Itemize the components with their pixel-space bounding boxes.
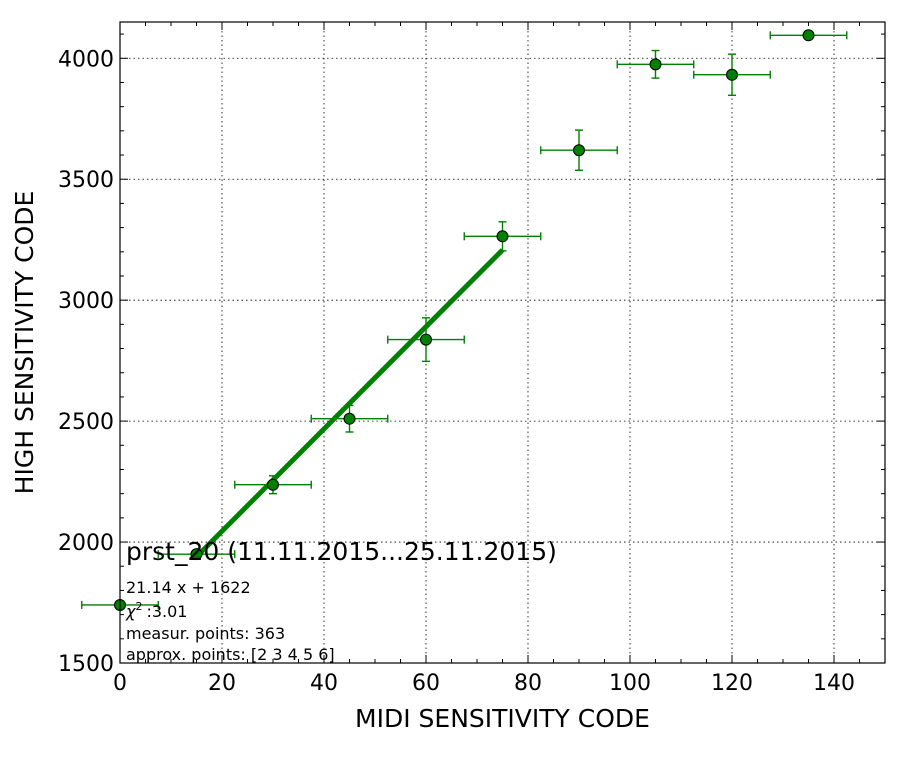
data-point xyxy=(157,548,236,561)
grid-layer xyxy=(119,22,885,664)
x-tick-label: 80 xyxy=(514,671,542,696)
data-point xyxy=(769,29,848,42)
point-marker xyxy=(573,144,585,157)
data-point xyxy=(310,404,389,433)
chi-exponent: 2 xyxy=(135,600,142,613)
annotation-title: prst_20 (11.11.2015...25.11.2015) xyxy=(126,537,557,566)
x-axis-title: MIDI SENSITIVITY CODE xyxy=(355,704,650,733)
chi-symbol: χ xyxy=(125,602,136,621)
data-point xyxy=(616,49,695,79)
plot-frame xyxy=(119,21,886,664)
data-point xyxy=(540,129,618,171)
x-tick-label: 140 xyxy=(813,671,855,696)
x-tick-label: 0 xyxy=(113,671,127,696)
annotation-equation: 21.14 x + 1622 xyxy=(126,578,251,597)
point-marker xyxy=(267,478,279,491)
chi-value: :3.01 xyxy=(146,602,187,621)
data-point xyxy=(463,221,542,252)
point-marker xyxy=(802,29,815,42)
x-tick-label: 60 xyxy=(412,671,440,696)
point-marker xyxy=(496,230,509,243)
y-tick-label: 1500 xyxy=(58,652,114,677)
point-marker xyxy=(343,412,356,425)
y-tick-label: 2500 xyxy=(58,410,114,435)
data-point xyxy=(234,475,312,495)
x-tick-label: 120 xyxy=(711,671,753,696)
annotation-chi-square: χ2 :3.01 xyxy=(125,600,187,621)
point-marker xyxy=(726,68,738,81)
point-marker xyxy=(649,58,662,71)
ticks-layer: 0 20 40 60 80 100 120 140 1500 2000 2500 3000 3500 40… xyxy=(58,22,886,696)
point-marker xyxy=(420,333,432,346)
x-tick-label: 20 xyxy=(208,671,236,696)
annotation-approx-points: approx. points: [2 3 4 5 6] xyxy=(126,645,335,664)
data-point xyxy=(693,53,771,96)
y-tick-label: 4000 xyxy=(58,47,114,72)
data-point xyxy=(387,317,465,363)
fit-line xyxy=(194,248,505,559)
y-tick-label: 2000 xyxy=(58,531,114,556)
annotation-layer: prst_20 (11.11.2015...25.11.2015) 21.14 … xyxy=(125,537,557,664)
point-marker xyxy=(190,548,203,561)
x-tick-label: 40 xyxy=(310,671,338,696)
x-tick-label: 100 xyxy=(609,671,651,696)
annotation-measur-points: measur. points: 363 xyxy=(126,624,285,643)
y-tick-label: 3500 xyxy=(58,168,114,193)
y-tick-label: 3000 xyxy=(58,289,114,314)
fit-layer xyxy=(194,248,505,559)
y-axis-title: HIGH SENSITIVITY CODE xyxy=(10,191,39,495)
